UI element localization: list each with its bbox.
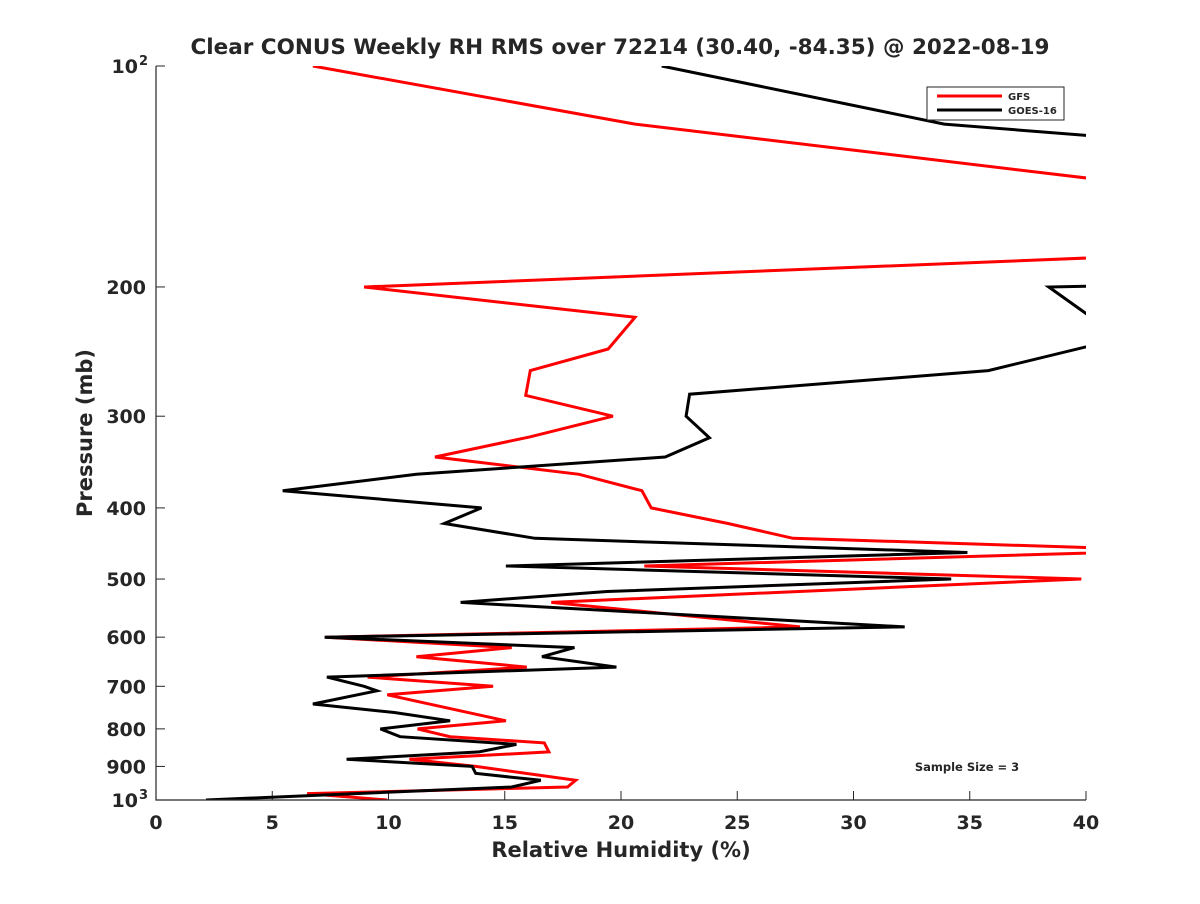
y-tick-label: 10	[112, 56, 138, 78]
y-tick-label: 600	[106, 627, 146, 649]
sample-size-annotation: Sample Size = 3	[915, 760, 1019, 774]
y-tick-exponent: 3	[139, 788, 148, 803]
x-tick-label: 25	[724, 812, 750, 834]
x-tick-label: 0	[149, 812, 162, 834]
y-tick-label: 200	[106, 277, 146, 299]
x-tick-label: 35	[957, 812, 983, 834]
y-tick-label: 10	[112, 790, 138, 812]
y-tick-exponent: 2	[139, 54, 148, 69]
x-axis-label: Relative Humidity (%)	[491, 838, 750, 862]
x-tick-label: 40	[1073, 812, 1099, 834]
legend-box	[926, 86, 1065, 121]
y-tick-label: 500	[106, 569, 146, 591]
x-tick-label: 10	[375, 812, 401, 834]
series-lines	[205, 66, 1086, 800]
y-tick-label: 400	[106, 498, 146, 520]
x-tick-label: 20	[608, 812, 634, 834]
x-tick-label: 30	[840, 812, 866, 834]
series-line-goes16	[205, 66, 1086, 800]
series-line-gfs	[306, 66, 1086, 800]
legend-label-gfs: GFS	[1008, 92, 1030, 103]
x-tick-label: 15	[492, 812, 518, 834]
y-tick-label: 900	[106, 756, 146, 778]
y-axis-label: Pressure (mb)	[73, 349, 97, 517]
x-tick-label: 5	[266, 812, 279, 834]
y-tick-label: 800	[106, 719, 146, 741]
legend: GFS GOES-16	[926, 86, 1065, 121]
y-tick-label: 300	[106, 406, 146, 428]
y-tick-label: 700	[106, 676, 146, 698]
x-tick-labels: 0 5 10 15 20 25 30 35 40	[149, 812, 1099, 834]
axes-frame	[155, 66, 1086, 801]
axis-ticks	[155, 65, 1087, 801]
legend-label-goes16: GOES-16	[1008, 106, 1057, 117]
chart-title: Clear CONUS Weekly RH RMS over 72214 (30…	[190, 35, 1049, 60]
